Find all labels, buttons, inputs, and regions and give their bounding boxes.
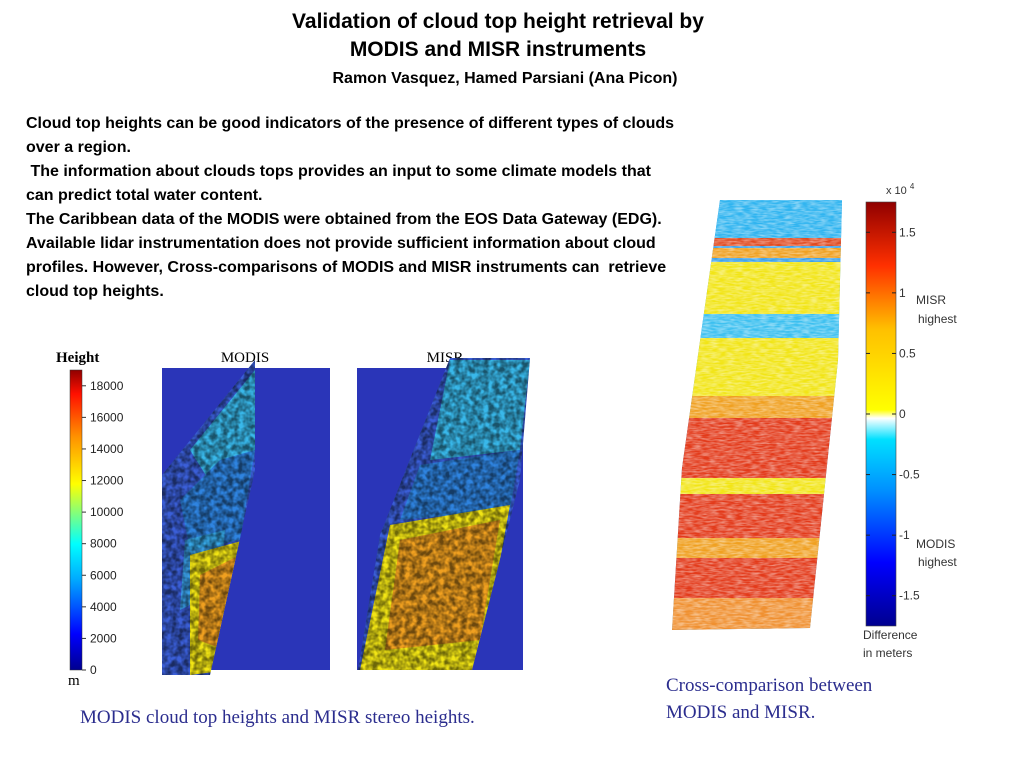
height-tick-label: 10000 xyxy=(90,505,124,519)
difference-tick-label: -1 xyxy=(899,528,910,542)
right-figure-caption: Cross-comparison between MODIS and MISR. xyxy=(666,672,986,726)
right-caption-line-1: Cross-comparison between xyxy=(666,675,873,696)
title-line-1: Validation of cloud top height retrieval… xyxy=(292,10,704,33)
height-tick-label: 18000 xyxy=(90,379,124,393)
misr-map xyxy=(357,358,530,670)
height-tick-label: 6000 xyxy=(90,568,117,582)
difference-colorbar xyxy=(865,201,897,627)
height-tick-label: 4000 xyxy=(90,600,117,614)
left-figure-caption: MODIS cloud top heights and MISR stereo … xyxy=(80,707,475,728)
paragraph-3: The Caribbean data of the MODIS were obt… xyxy=(26,211,662,228)
height-tick-label: 12000 xyxy=(90,474,124,488)
authors: Ramon Vasquez, Hamed Parsiani (Ana Picon… xyxy=(332,70,678,87)
difference-map xyxy=(672,200,842,630)
difference-colorbar-ticks: 1.5 1 0.5 0 -0.5 -1 -1.5 xyxy=(866,225,920,603)
page-title: Validation of cloud top height retrieval… xyxy=(0,8,996,64)
height-tick-label: 2000 xyxy=(90,631,117,645)
title-line-2: MODIS and MISR instruments xyxy=(349,38,647,61)
difference-unit-label: Difference in meters xyxy=(863,628,921,660)
height-colorbar-title: Height xyxy=(56,350,99,366)
modis-highest-label: MODIS highest xyxy=(916,537,959,569)
height-tick-label: 14000 xyxy=(90,442,124,456)
modis-panel-title: MODIS xyxy=(221,350,269,366)
paragraph-1: Cloud top heights can be good indicators… xyxy=(26,115,679,156)
exponent-power: 4 xyxy=(910,182,915,191)
exponent-label: x 10 4 xyxy=(886,182,915,197)
height-colorbar-ticks: 18000 16000 14000 12000 10000 8000 6000 4000 200… xyxy=(82,379,124,677)
right-caption-line-2: MODIS and MISR. xyxy=(666,702,816,723)
difference-tick-label: 0.5 xyxy=(899,346,916,360)
modis-map xyxy=(162,360,330,675)
paragraph-2: The information about clouds tops provid… xyxy=(26,163,656,204)
height-unit-label: m xyxy=(68,673,80,689)
difference-tick-label: -1.5 xyxy=(899,589,920,603)
height-tick-label: 16000 xyxy=(90,410,124,424)
height-figure: Height 18000 16000 14000 12000 10000 8000 6000… xyxy=(56,350,530,689)
paragraph-4: Available lidar instrumentation does not… xyxy=(26,235,671,300)
difference-tick-label: 1 xyxy=(899,286,906,300)
difference-tick-label: 1.5 xyxy=(899,225,916,239)
height-tick-label: 8000 xyxy=(90,537,117,551)
height-tick-label: 0 xyxy=(90,663,97,677)
difference-tick-label: 0 xyxy=(899,407,906,421)
body-text: Cloud top heights can be good indicators… xyxy=(26,112,676,304)
misr-highest-label: MISR highest xyxy=(916,293,957,326)
height-colorbar xyxy=(69,369,83,671)
difference-figure: x 10 4 1.5 1 0.5 0 -0.5 -1 -1.5 MISR highest M… xyxy=(672,182,959,660)
difference-tick-label: -0.5 xyxy=(899,468,920,482)
